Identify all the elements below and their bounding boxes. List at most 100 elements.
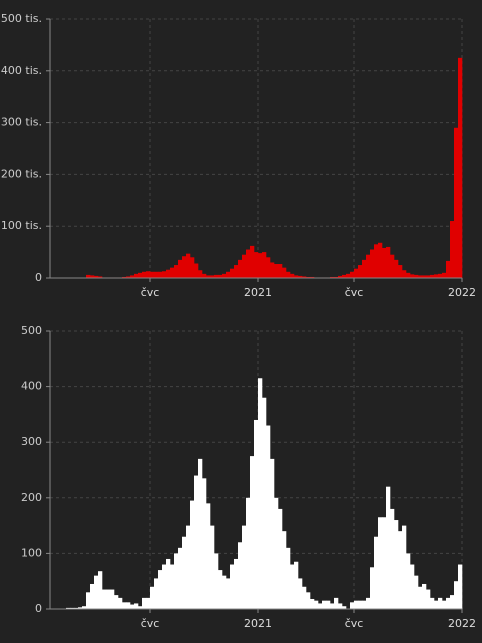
bar <box>186 525 191 609</box>
bar <box>202 273 207 278</box>
bar <box>302 586 307 609</box>
x-tick-label: 2022 <box>448 617 476 630</box>
bar <box>386 486 391 609</box>
bar <box>262 252 267 278</box>
bar <box>118 597 123 609</box>
bar <box>266 425 271 609</box>
bar <box>454 127 459 278</box>
bar <box>154 578 159 609</box>
bar <box>310 598 315 609</box>
bar <box>334 276 339 278</box>
y-tick-label: 100 tis. <box>1 219 42 232</box>
bar <box>406 553 411 609</box>
bar <box>278 508 283 609</box>
bar <box>182 256 187 278</box>
bar <box>266 257 271 278</box>
y-tick-label: 0 <box>35 602 42 615</box>
bar <box>98 571 103 609</box>
bar <box>130 604 135 609</box>
bar <box>398 531 403 609</box>
bar <box>158 271 163 278</box>
bar <box>394 520 399 609</box>
bar <box>138 606 143 609</box>
bar <box>158 570 163 609</box>
bar <box>142 597 147 609</box>
bar <box>230 268 235 278</box>
bar <box>150 271 155 278</box>
bar <box>174 553 179 609</box>
bar <box>186 253 191 278</box>
bar <box>102 589 107 609</box>
bar <box>170 267 175 278</box>
bar <box>238 259 243 278</box>
y-tick-label: 500 tis. <box>1 12 42 25</box>
y-tick-label: 300 <box>21 435 42 448</box>
bar <box>362 259 367 278</box>
bar <box>106 589 111 609</box>
bar <box>198 458 203 609</box>
bar <box>130 275 135 278</box>
y-tick-label: 0 <box>35 271 42 284</box>
bar <box>222 273 227 278</box>
x-tick-label: 2022 <box>448 286 476 299</box>
bar <box>274 264 279 278</box>
bar <box>150 586 155 609</box>
bar <box>366 597 371 609</box>
bar <box>458 564 463 609</box>
bar <box>138 272 143 278</box>
bar <box>270 262 275 278</box>
bar <box>82 606 87 609</box>
bar <box>374 244 379 278</box>
bar <box>454 581 459 609</box>
bar <box>258 253 263 278</box>
y-tick-label: 500 <box>21 324 42 337</box>
bar <box>334 597 339 609</box>
bar <box>338 275 343 278</box>
y-tick-label: 200 tis. <box>1 167 42 180</box>
bar <box>122 276 127 278</box>
bar <box>314 600 319 609</box>
bar <box>390 508 395 609</box>
bar <box>390 254 395 278</box>
bar <box>382 517 387 609</box>
bar <box>290 564 295 609</box>
y-tick-label: 100 <box>21 546 42 559</box>
bar <box>294 275 299 278</box>
bar <box>190 257 195 278</box>
bar <box>126 276 131 278</box>
bar <box>258 378 263 609</box>
bar <box>86 592 91 609</box>
bar <box>330 276 335 278</box>
bar <box>438 597 443 609</box>
bar <box>114 595 119 609</box>
bar <box>162 564 167 609</box>
bar <box>70 607 75 609</box>
bar <box>434 600 439 609</box>
bar <box>226 271 231 278</box>
bar <box>202 478 207 609</box>
bar <box>98 276 103 278</box>
bar <box>254 419 259 609</box>
bar <box>218 274 223 278</box>
bar <box>298 275 303 278</box>
bar <box>338 603 343 609</box>
bar <box>446 260 451 278</box>
bar <box>402 525 407 609</box>
bar <box>190 500 195 609</box>
bar <box>214 274 219 278</box>
bar <box>418 275 423 278</box>
x-tick-label: 2021 <box>244 286 272 299</box>
bar <box>286 547 291 609</box>
bar <box>414 575 419 609</box>
bar <box>74 607 79 609</box>
bar <box>442 600 447 609</box>
bar <box>370 249 375 278</box>
bar <box>294 561 299 609</box>
bar <box>382 247 387 278</box>
bar <box>230 564 235 609</box>
bar <box>126 602 131 609</box>
bar <box>450 221 455 278</box>
bar <box>326 600 331 609</box>
